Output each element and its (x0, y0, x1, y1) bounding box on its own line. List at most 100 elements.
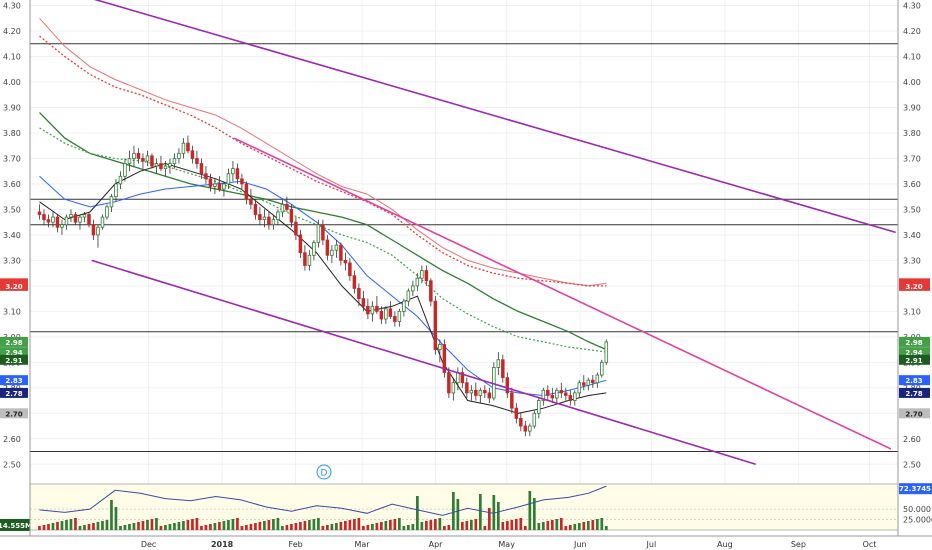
volume-bar (366, 525, 370, 530)
price-badge-label: 3.20 (5, 283, 22, 291)
price-badge (0, 347, 28, 358)
volume-bar (312, 519, 316, 530)
volume-bar (56, 522, 59, 530)
candle-body (532, 412, 537, 427)
volume-tick-label: 25.0000 (903, 516, 932, 525)
price-badge-label: 3.20 (905, 283, 922, 291)
volume-bar (191, 519, 194, 530)
volume-bar (245, 525, 248, 530)
candle-body (51, 216, 55, 223)
volume-bar (496, 502, 500, 530)
volume-bar (429, 520, 433, 530)
price-tick-label: 3.60 (903, 180, 921, 189)
volume-bar (523, 526, 527, 530)
volume-bar (375, 523, 379, 530)
candle-body (235, 168, 240, 180)
volume-bar (168, 524, 172, 530)
candle-body (523, 425, 528, 432)
price-badge-label: 2.78 (5, 390, 22, 398)
volume-bar (281, 526, 284, 530)
candle-body (150, 155, 154, 167)
volume-bar (290, 524, 293, 530)
price-badge (0, 375, 28, 386)
candle-body (586, 379, 591, 386)
volume-bar (110, 500, 113, 530)
volume-bar (393, 519, 397, 530)
volume-bar (568, 525, 572, 530)
candle-body (240, 178, 244, 185)
volume-bar (38, 526, 41, 530)
volume-bar (469, 520, 473, 530)
volume-bar (582, 522, 586, 530)
candle-body (177, 152, 181, 159)
candle-body (226, 173, 231, 185)
candle-body (496, 359, 501, 368)
volume-bar (173, 523, 176, 530)
candle-body (159, 163, 163, 170)
candle-body (370, 305, 375, 315)
candle-body (505, 377, 510, 394)
volume-bar (407, 525, 410, 530)
time-tick-label: Jul (646, 540, 657, 549)
candle-body (280, 203, 285, 213)
price-badge-label: 2.83 (905, 377, 922, 385)
candle-body (352, 275, 357, 289)
volume-bar (492, 495, 496, 530)
volume-bar (272, 519, 275, 530)
candle-body (546, 389, 550, 396)
price-badge-label: 2.91 (5, 357, 22, 365)
candle-body (267, 216, 271, 226)
candle-body (289, 209, 294, 223)
volume-bar (294, 523, 298, 530)
volume-bar (362, 526, 365, 530)
candle-body (231, 168, 235, 175)
ema-black-line (39, 162, 607, 414)
volume-bar (51, 523, 55, 530)
volume-bar (339, 522, 343, 530)
candle-body (190, 150, 195, 159)
volume-bar (541, 522, 545, 530)
volume-left-badge (0, 518, 30, 531)
candle-body (258, 214, 262, 221)
price-badge (0, 336, 28, 347)
candle-body (537, 400, 541, 414)
candle-body (406, 290, 411, 302)
candle-body (582, 382, 586, 386)
price-tick-label: 3.40 (903, 231, 921, 240)
candles (37, 135, 609, 437)
volume-bar (317, 518, 320, 530)
candle-body (519, 417, 523, 427)
candle-body (451, 382, 456, 394)
volume-bar (204, 525, 208, 530)
candle-body (294, 221, 298, 236)
volume-bar (474, 519, 478, 530)
volume-bar (380, 522, 383, 530)
price-tick-label: 3.30 (903, 256, 921, 265)
volume-bar (114, 507, 118, 530)
volume-bar (555, 519, 559, 530)
price-badge-label: 2.78 (905, 390, 922, 398)
candle-body (249, 198, 253, 205)
volume-bar (137, 522, 140, 530)
volume-bar (451, 492, 455, 530)
price-tick-label: 3.10 (3, 307, 21, 316)
event-marker[interactable]: D (316, 464, 332, 480)
candle-body (276, 211, 280, 221)
candle-body (118, 175, 123, 185)
volume-bar (240, 526, 244, 530)
candle-body (55, 216, 60, 228)
volume-bar (200, 526, 203, 530)
candle-body (42, 214, 46, 221)
candle-body (424, 270, 429, 282)
volume-bar (460, 522, 464, 530)
candle-body (100, 216, 105, 228)
volume-bar (231, 519, 235, 530)
candle-body (60, 224, 64, 228)
price-badge (899, 347, 930, 358)
volume-bar (213, 523, 217, 530)
volume-bar (308, 520, 311, 530)
candle-body (204, 173, 208, 180)
candle-body (438, 344, 442, 350)
